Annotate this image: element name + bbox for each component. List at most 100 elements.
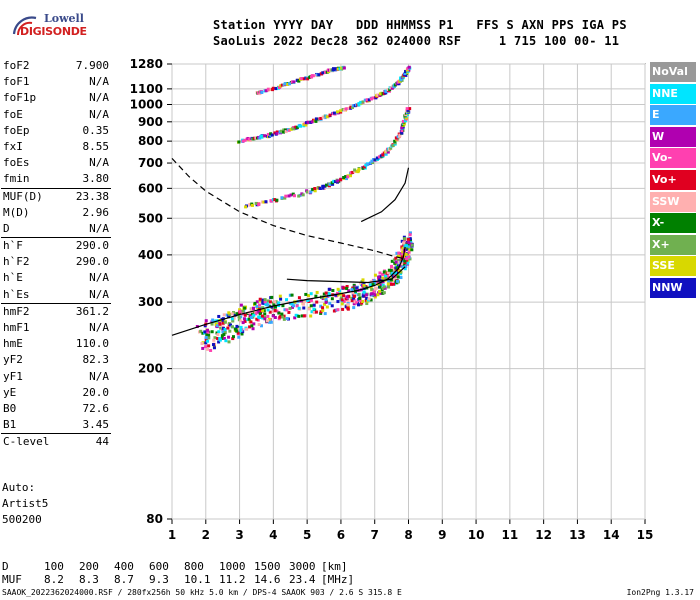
echo-point — [295, 125, 299, 129]
echo-point — [262, 302, 266, 306]
echo-point — [251, 327, 255, 331]
param-row-ye: yE 20.0 — [1, 385, 111, 401]
echo-point — [203, 330, 207, 334]
echo-point — [404, 247, 408, 251]
echo-point — [279, 84, 283, 88]
echo-point — [406, 246, 410, 250]
echo-point — [218, 337, 222, 341]
echo-point — [404, 242, 408, 246]
param-row-hes: h`Es N/A — [1, 287, 111, 303]
y-tick-label: 500 — [138, 211, 163, 225]
echo-point — [366, 162, 370, 166]
echo-point — [319, 311, 323, 315]
x-tick-label: 14 — [603, 528, 620, 542]
echo-point — [256, 91, 260, 95]
echo-point — [327, 287, 331, 291]
echo-point — [377, 275, 381, 279]
echo-point — [350, 288, 354, 292]
header-line-1: Station YYYY DAY DDD HHMMSS P1 FFS S AXN… — [213, 18, 627, 32]
echo-point — [330, 297, 334, 301]
echo-point — [242, 317, 246, 321]
echo-point — [305, 190, 309, 194]
echo-point — [321, 308, 325, 312]
echo-point — [327, 292, 331, 296]
echo-point — [253, 301, 257, 305]
muf-cell: 8.2 — [44, 573, 64, 586]
echo-point — [307, 307, 311, 311]
echo-point — [213, 336, 217, 340]
echo-point — [407, 241, 411, 245]
echo-point — [250, 324, 254, 328]
echo-point — [328, 301, 332, 305]
echo-point — [281, 315, 285, 319]
echo-point — [266, 303, 270, 307]
echo-point — [317, 73, 321, 77]
echo-point — [349, 105, 353, 109]
logo-digisonde-text: DIGISONDE — [20, 25, 87, 38]
echo-point — [350, 105, 354, 109]
echo-point — [342, 176, 346, 180]
echo-point — [221, 326, 225, 330]
x-tick-label: 12 — [535, 528, 552, 542]
echo-point — [263, 312, 267, 316]
echo-point — [314, 294, 318, 298]
x-tick-label: 1 — [168, 528, 176, 542]
echo-point — [297, 194, 301, 198]
echo-point — [370, 287, 374, 291]
echo-point — [396, 254, 400, 258]
echo-point — [403, 267, 407, 271]
echo-point — [340, 302, 344, 306]
echo-point — [400, 262, 404, 266]
echo-point — [290, 302, 294, 306]
echo-point — [210, 322, 214, 326]
x-tick-label: 15 — [637, 528, 654, 542]
echo-point — [282, 130, 286, 134]
echo-point — [344, 177, 348, 181]
echo-point — [404, 113, 408, 117]
echo-point — [311, 187, 315, 191]
echo-point — [363, 285, 367, 289]
echo-point — [211, 343, 215, 347]
echo-point — [361, 278, 365, 282]
echo-point — [289, 127, 293, 131]
param-value: 7.900 — [75, 59, 109, 72]
echo-point — [266, 132, 270, 136]
legend-item-vominus: Vo- — [650, 148, 696, 169]
echo-point — [336, 67, 340, 71]
echo-point — [258, 297, 262, 301]
echo-point — [401, 250, 405, 254]
echo-point — [302, 314, 306, 318]
echo-point — [241, 309, 245, 313]
echo-point — [340, 298, 344, 302]
echo-point — [342, 294, 346, 298]
echo-point — [273, 198, 277, 202]
param-row-b1: B1 3.45 — [1, 417, 111, 433]
param-label: foE — [3, 107, 23, 121]
echo-point — [321, 115, 325, 119]
echo-point — [275, 130, 279, 134]
legend-item-xminus: X- — [650, 213, 696, 234]
echo-point — [396, 279, 400, 283]
echo-point — [280, 196, 284, 200]
auto-version: 500200 — [2, 513, 42, 526]
echo-point — [323, 184, 327, 188]
echo-point — [217, 330, 221, 334]
echo-point — [309, 298, 313, 302]
echo-point — [285, 298, 289, 302]
echo-point — [406, 261, 410, 265]
echo-point — [315, 300, 319, 304]
echo-point — [400, 239, 404, 243]
echo-point — [382, 270, 386, 274]
muf-cell: 600 — [149, 560, 169, 573]
echo-point — [239, 315, 243, 319]
direction-legend: NoVal NNE E W Vo- Vo+ SSW X- X+ SSE NNW — [650, 62, 696, 300]
echo-point — [400, 126, 404, 130]
echo-point — [363, 98, 367, 102]
echo-point — [267, 304, 271, 308]
echo-point — [285, 317, 289, 321]
echo-point — [260, 314, 264, 318]
echo-point — [302, 77, 306, 81]
echo-point — [287, 194, 291, 198]
echo-point — [261, 308, 265, 312]
echo-point — [237, 335, 241, 339]
